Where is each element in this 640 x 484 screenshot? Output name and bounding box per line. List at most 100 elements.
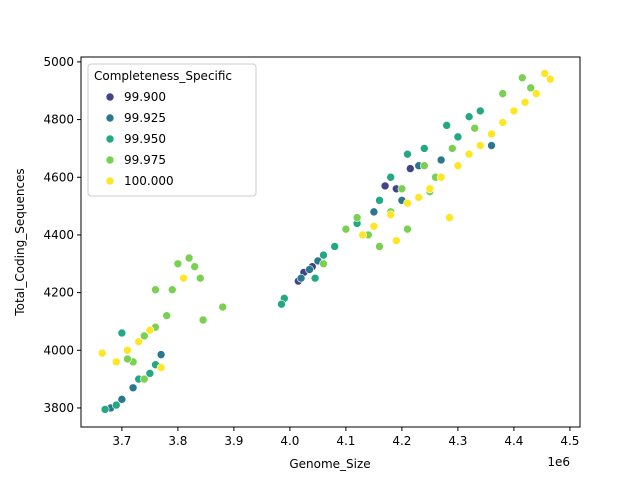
point — [540, 69, 550, 78]
legend: Completeness_Specific 99.900 99.925 99.950… — [87, 63, 257, 197]
legend-marker — [105, 92, 115, 102]
point — [117, 395, 127, 404]
point — [218, 302, 227, 312]
legend-marker — [105, 176, 115, 186]
point — [448, 144, 457, 153]
point — [369, 207, 379, 217]
legend-label: 99.925 — [124, 111, 166, 125]
x-tick-label: 3.7 — [112, 434, 131, 448]
point — [453, 161, 463, 171]
point — [498, 118, 508, 127]
point — [420, 161, 429, 171]
point — [487, 141, 496, 150]
point — [190, 262, 199, 271]
point — [139, 374, 149, 384]
point — [476, 106, 485, 116]
x-offset-label: 1e6 — [547, 455, 570, 469]
point — [117, 328, 127, 338]
point — [546, 74, 555, 84]
point — [518, 73, 527, 83]
point — [184, 253, 194, 263]
point — [420, 144, 429, 153]
y-tick-label: 4800 — [43, 113, 74, 127]
point — [403, 149, 412, 159]
point — [509, 106, 519, 116]
point — [319, 259, 328, 269]
x-tick-label: 4.0 — [280, 434, 299, 448]
y-tick-label: 5000 — [43, 55, 74, 69]
legend-label: 99.900 — [124, 90, 166, 104]
y-tick-label: 4600 — [43, 170, 74, 184]
x-axis-label: Genome_Size — [289, 457, 370, 471]
point — [436, 155, 446, 165]
point — [397, 184, 407, 194]
point — [487, 129, 496, 139]
point — [386, 172, 396, 182]
point — [173, 259, 183, 269]
point — [97, 348, 107, 358]
legend-title: Completeness_Specific — [94, 69, 232, 83]
point — [156, 350, 166, 359]
point — [442, 121, 452, 130]
point — [139, 331, 149, 341]
legend-marker — [105, 155, 115, 165]
point — [128, 383, 138, 393]
legend-label: 99.975 — [124, 153, 166, 167]
point — [330, 242, 340, 251]
point — [277, 299, 286, 309]
x-tick-label: 4.5 — [560, 434, 579, 448]
point — [436, 172, 446, 182]
point — [526, 83, 536, 93]
point — [145, 369, 155, 378]
x-tick-label: 4.1 — [336, 434, 355, 448]
points — [97, 69, 555, 414]
point — [369, 221, 379, 231]
point — [476, 141, 485, 150]
point — [403, 198, 412, 208]
y-tick-label: 4200 — [43, 286, 74, 300]
point — [464, 112, 474, 121]
point — [123, 345, 132, 355]
point — [167, 285, 177, 295]
point — [375, 196, 384, 205]
point — [195, 273, 205, 283]
point — [352, 213, 362, 222]
x-tick-label: 4.3 — [448, 434, 467, 448]
point — [111, 400, 121, 410]
point — [151, 285, 160, 295]
point — [425, 184, 435, 194]
point — [134, 337, 143, 346]
legend-marker — [105, 113, 115, 123]
legend-marker — [105, 134, 115, 144]
point — [464, 149, 474, 159]
point — [305, 265, 314, 274]
point — [470, 123, 480, 133]
point — [341, 224, 351, 234]
point — [406, 164, 415, 173]
point — [403, 224, 412, 234]
point — [319, 250, 328, 260]
point — [386, 210, 396, 220]
point — [453, 132, 463, 142]
point — [380, 181, 390, 191]
legend-label: 100.000 — [124, 174, 174, 188]
point — [392, 236, 401, 246]
point — [375, 242, 384, 251]
y-tick-label: 4400 — [43, 228, 74, 242]
point — [414, 193, 424, 202]
x-tick-label: 3.8 — [168, 434, 187, 448]
point — [296, 273, 306, 283]
plot-frame — [80, 56, 581, 428]
point — [100, 405, 110, 414]
point — [162, 311, 171, 320]
x-tick-label: 4.2 — [392, 434, 411, 448]
point — [358, 230, 368, 240]
y-axis-label: Total_Coding_Sequences — [13, 168, 27, 316]
point — [123, 354, 132, 364]
y-tick-label: 3800 — [43, 401, 74, 415]
point — [532, 89, 541, 98]
x-tick-label: 4.4 — [504, 434, 523, 448]
point — [145, 325, 155, 335]
point — [445, 213, 454, 222]
